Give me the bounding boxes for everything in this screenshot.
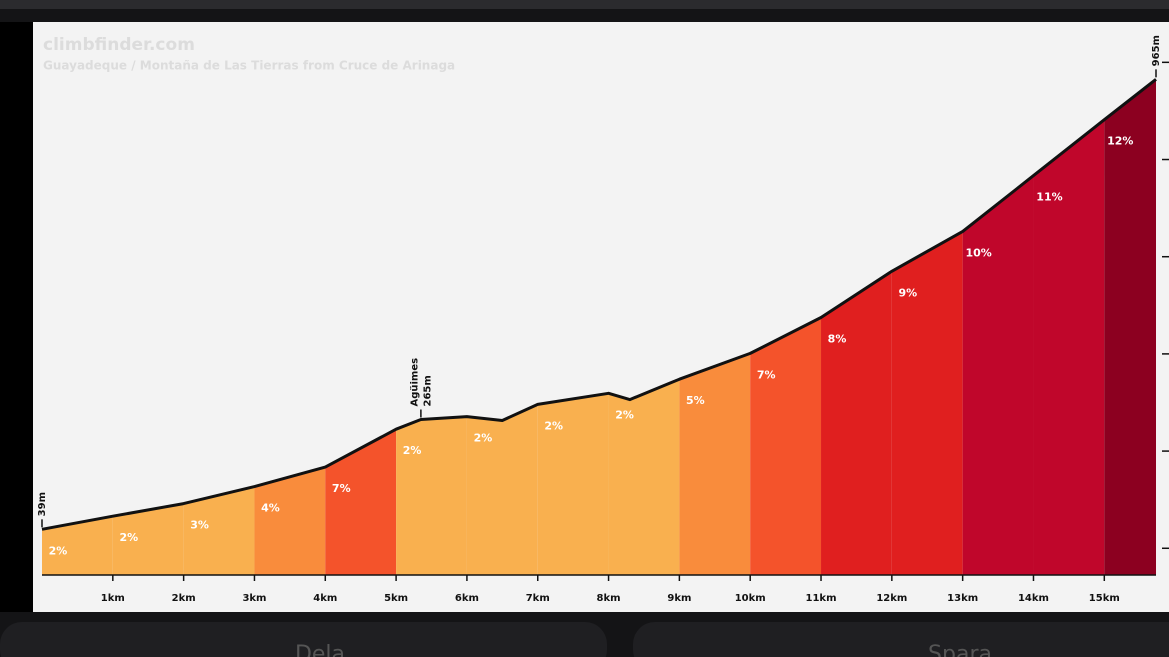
x-tick-label: 4km xyxy=(313,593,337,604)
top-bar xyxy=(0,0,1169,9)
x-tick-label: 8km xyxy=(597,593,621,604)
grade-label: 2% xyxy=(403,444,422,457)
grade-label: 12% xyxy=(1107,135,1133,148)
save-button[interactable] xyxy=(633,622,1169,657)
grade-label: 3% xyxy=(190,519,209,532)
grade-label: 11% xyxy=(1036,191,1062,204)
x-tick-label: 6km xyxy=(455,593,479,604)
grade-segment xyxy=(891,231,963,575)
share-button[interactable] xyxy=(0,622,607,657)
x-tick-label: 7km xyxy=(526,593,550,604)
grade-segment xyxy=(750,317,822,575)
x-tick-label: 9km xyxy=(667,593,691,604)
left-strip xyxy=(0,22,33,612)
grade-segment xyxy=(962,175,1034,575)
grade-segment xyxy=(1104,79,1156,576)
grade-label: 2% xyxy=(119,531,138,544)
plot: 2% 2% 3% 4% 7% 2% 2% 2% 2% 5% 7% 8% 9% 10% 11% 12% 1km 2k… xyxy=(37,35,1169,604)
grade-label: 2% xyxy=(615,408,634,421)
x-tick-label: 2km xyxy=(172,593,196,604)
x-tick-label: 1km xyxy=(101,593,125,604)
grade-label: 7% xyxy=(757,368,776,381)
grade-label: 5% xyxy=(686,394,705,407)
grade-label: 8% xyxy=(828,332,847,345)
grade-label: 2% xyxy=(544,419,563,432)
grade-segment xyxy=(679,353,751,575)
grade-label: 9% xyxy=(898,286,917,299)
grade-label: 7% xyxy=(332,482,351,495)
x-tick-label: 3km xyxy=(242,593,266,604)
chart-subtitle: Guayadeque / Montaña de Las Tierras from… xyxy=(43,59,455,73)
save-label: Spara xyxy=(928,642,992,657)
x-tick-label: 14km xyxy=(1018,593,1049,604)
annotation-label: 965m xyxy=(1151,35,1162,66)
grade-segment xyxy=(821,271,892,575)
profile-line xyxy=(41,78,1157,531)
x-tick-label: 13km xyxy=(947,593,978,604)
grade-segment xyxy=(254,467,326,575)
x-tick-label: 5km xyxy=(384,593,408,604)
annotation-label: 39m xyxy=(37,492,48,516)
grade-segment xyxy=(325,429,397,575)
grade-segment xyxy=(537,393,609,575)
grade-label: 2% xyxy=(49,544,68,557)
chart-title: climbfinder.com xyxy=(43,35,195,55)
grade-segment xyxy=(1033,119,1105,576)
grade-segment xyxy=(396,416,467,575)
grade-label: 4% xyxy=(261,502,280,515)
grade-segment xyxy=(42,516,113,575)
annotation-label: 265m xyxy=(422,375,433,406)
share-label: Dela xyxy=(295,642,345,657)
grade-segment xyxy=(608,379,680,575)
grade-segment xyxy=(183,486,255,575)
grade-label: 10% xyxy=(965,246,991,259)
grade-segment xyxy=(112,503,184,575)
x-tick-label: 12km xyxy=(876,593,907,604)
annotation-label: Agüimes xyxy=(409,358,420,407)
grade-segment xyxy=(466,404,538,575)
grade-label: 2% xyxy=(474,432,493,445)
x-tick-label: 11km xyxy=(806,593,837,604)
x-tick-label: 10km xyxy=(735,593,766,604)
x-tick-label: 15km xyxy=(1089,593,1120,604)
